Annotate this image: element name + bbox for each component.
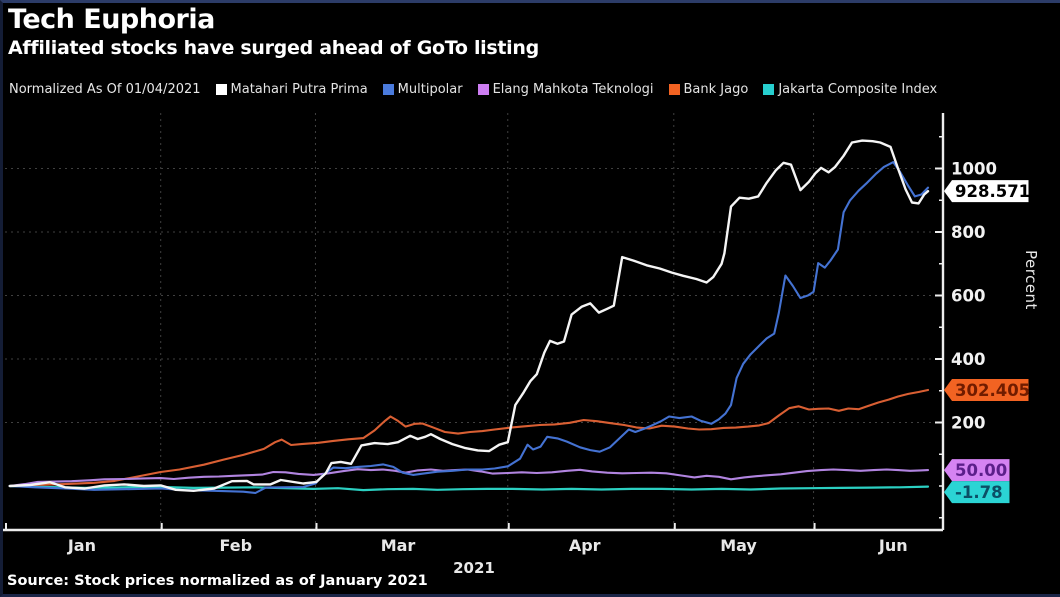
x-axis-year-label: 2021 xyxy=(453,559,495,577)
x-tick-label: Mar xyxy=(381,536,416,555)
legend-item: Bank Jago xyxy=(668,82,749,97)
x-tick-label: Feb xyxy=(219,536,252,555)
end-value-badge xyxy=(944,378,1029,401)
series-line-matahari-putra-prima xyxy=(8,139,930,492)
series-line-multipolar xyxy=(8,161,930,495)
legend-item-label: Jakarta Composite Index xyxy=(778,82,938,97)
legend-item-label: Elang Mahkota Teknologi xyxy=(492,82,654,97)
series-line-elang-mahkota-teknologi xyxy=(8,468,930,488)
chart-subtitle: Affiliated stocks have surged ahead of G… xyxy=(8,37,539,59)
x-tick-label: Jan xyxy=(67,536,96,555)
end-value-badge xyxy=(944,481,1010,504)
end-value-label: -1.78 xyxy=(955,483,1003,502)
y-tick-label: 1000 xyxy=(951,160,997,179)
x-tick-label: May xyxy=(720,536,757,555)
legend-swatch-icon xyxy=(668,84,680,95)
y-tick-label: 600 xyxy=(951,287,985,306)
series-line-jakarta-composite-index xyxy=(8,484,930,492)
legend-normalized-note: Normalized As Of 01/04/2021 xyxy=(9,82,201,97)
end-value-badge xyxy=(944,180,1029,203)
x-tick-label: Jun xyxy=(878,536,908,555)
y-axis-title: Percent xyxy=(1022,250,1040,310)
legend-items: Matahari Putra Prima Multipolar Elang Mahk… xyxy=(215,82,937,97)
legend-item: Jakarta Composite Index xyxy=(763,82,937,97)
series-line-bank-jago xyxy=(8,388,930,488)
legend-swatch-icon xyxy=(215,84,227,95)
legend-item: Matahari Putra Prima xyxy=(215,82,368,97)
end-value-label: 50.00 xyxy=(955,461,1007,480)
y-tick-label: 800 xyxy=(951,223,985,242)
legend-item-label: Matahari Putra Prima xyxy=(230,82,368,97)
y-tick-label: 200 xyxy=(951,414,985,433)
legend-swatch-icon xyxy=(382,84,394,95)
legend-item-label: Bank Jago xyxy=(683,82,749,97)
legend-item: Elang Mahkota Teknologi xyxy=(477,82,654,97)
legend-swatch-icon xyxy=(763,84,775,95)
end-value-label: 928.571 xyxy=(955,182,1030,201)
end-value-badge xyxy=(944,459,1010,482)
y-tick-label: 400 xyxy=(951,350,985,369)
legend: Normalized As Of 01/04/2021 Matahari Put… xyxy=(9,82,937,97)
legend-swatch-icon xyxy=(477,84,489,95)
legend-item: Multipolar xyxy=(382,82,463,97)
x-tick-label: Apr xyxy=(569,536,601,555)
end-value-label: 302.405 xyxy=(955,381,1030,400)
legend-item-label: Multipolar xyxy=(397,82,463,97)
source-note: Source: Stock prices normalized as of Ja… xyxy=(7,573,428,589)
page-title: Tech Euphoria xyxy=(8,4,215,35)
